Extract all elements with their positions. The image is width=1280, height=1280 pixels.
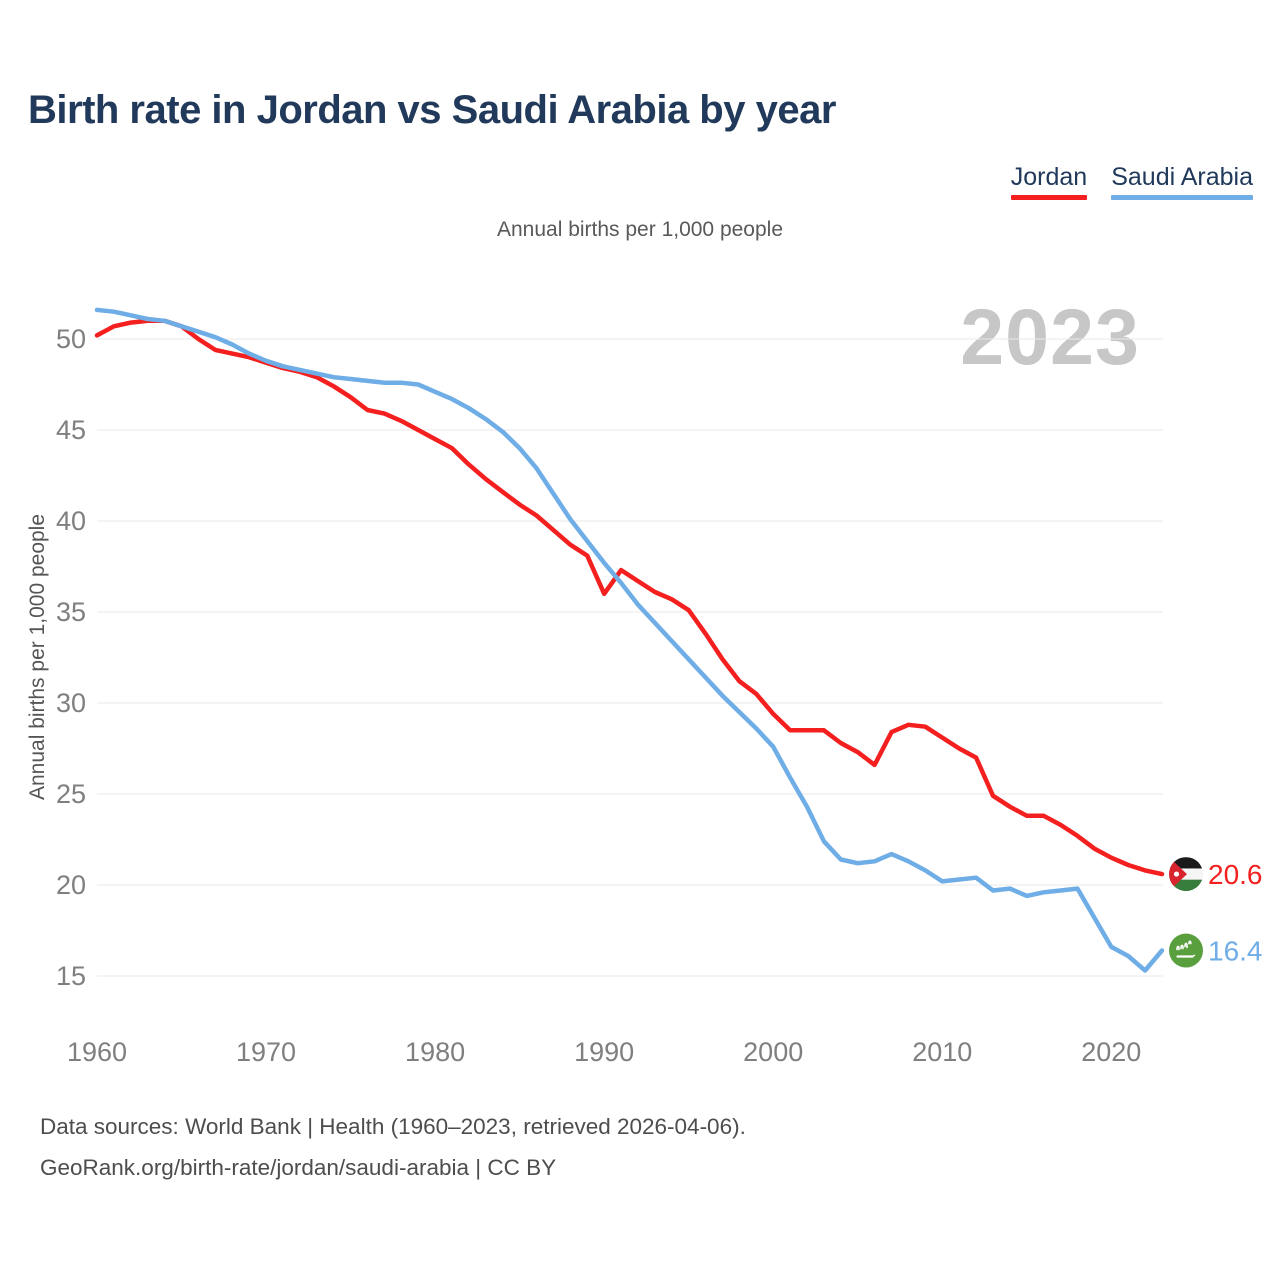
footer-attribution-line[interactable]: GeoRank.org/birth-rate/jordan/saudi-arab… bbox=[40, 1155, 557, 1180]
jordan-value-label: 20.6 bbox=[1208, 859, 1263, 890]
y-tick-label-50: 50 bbox=[56, 324, 86, 354]
y-tick-label-20: 20 bbox=[56, 870, 86, 900]
legend: Jordan Saudi Arabia bbox=[1010, 163, 1253, 200]
saudi-value-label: 16.4 bbox=[1208, 936, 1263, 967]
legend-swatch-jordan bbox=[1010, 195, 1088, 200]
jordan-line[interactable] bbox=[94, 318, 1165, 877]
jordan-flag-icon bbox=[1169, 857, 1203, 892]
y-tick-label-30: 30 bbox=[56, 688, 86, 718]
y-tick-label-25: 25 bbox=[56, 779, 86, 809]
x-tick-label-2000: 2000 bbox=[743, 1037, 803, 1067]
legend-swatch-saudi-arabia bbox=[1111, 195, 1253, 200]
footer-sources-line: Data sources: World Bank | Health (1960–… bbox=[40, 1114, 746, 1139]
footer: Data sources: World Bank | Health (1960–… bbox=[40, 1106, 746, 1188]
page-title: Birth rate in Jordan vs Saudi Arabia by … bbox=[28, 88, 836, 132]
x-tick-label-2010: 2010 bbox=[912, 1037, 972, 1067]
legend-label-jordan: Jordan bbox=[1010, 163, 1088, 191]
legend-item-jordan[interactable]: Jordan bbox=[1010, 163, 1088, 200]
saudi-arabia-flag-icon bbox=[1169, 933, 1203, 968]
y-tick-label-35: 35 bbox=[56, 597, 86, 627]
y-axis-title: Annual births per 1,000 people bbox=[26, 514, 49, 800]
x-tick-label-1990: 1990 bbox=[574, 1037, 634, 1067]
x-tick-label-1960: 1960 bbox=[67, 1037, 127, 1067]
x-tick-label-2020: 2020 bbox=[1081, 1037, 1141, 1067]
year-watermark: 2023 bbox=[960, 292, 1140, 381]
saudi-line[interactable] bbox=[94, 307, 1165, 973]
y-tick-label-15: 15 bbox=[56, 961, 86, 991]
y-tick-label-40: 40 bbox=[56, 506, 86, 536]
x-tick-label-1980: 1980 bbox=[405, 1037, 465, 1067]
y-tick-label-45: 45 bbox=[56, 415, 86, 445]
legend-label-saudi-arabia: Saudi Arabia bbox=[1111, 163, 1253, 191]
x-tick-label-1970: 1970 bbox=[236, 1037, 296, 1067]
chart-subtitle: Annual births per 1,000 people bbox=[496, 218, 784, 241]
legend-item-saudi-arabia[interactable]: Saudi Arabia bbox=[1111, 163, 1253, 200]
